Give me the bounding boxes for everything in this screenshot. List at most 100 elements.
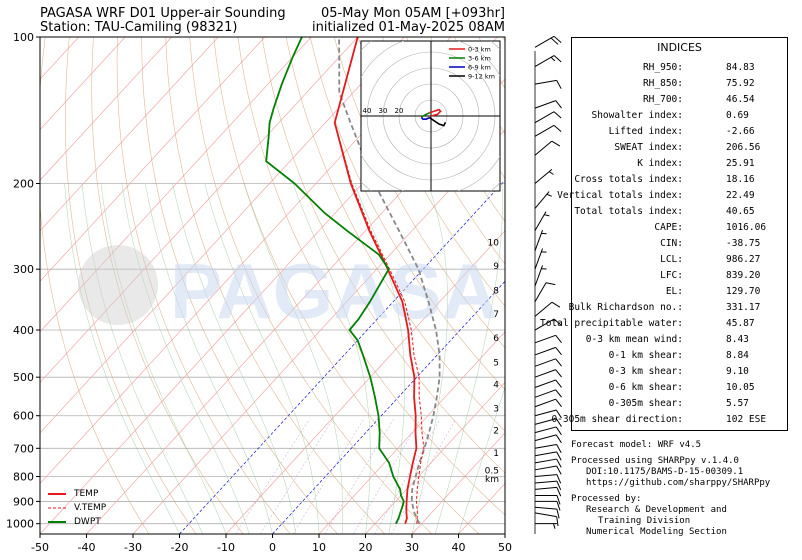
- dry-adiabat: [91, 37, 244, 534]
- legend-temp: TEMP: [48, 487, 106, 501]
- moist-adiabat: [435, 183, 503, 534]
- index-label: 0-305m shear direction:: [551, 414, 683, 425]
- processed-by: Processed by:: [571, 494, 642, 504]
- barb-flag: [553, 318, 562, 326]
- wind-barb: [534, 229, 547, 251]
- height-label: 7: [493, 310, 499, 320]
- indices-title: INDICES: [657, 41, 702, 54]
- wind-barb: [535, 523, 557, 529]
- index-value: 839.20: [726, 270, 761, 281]
- wind-barb: [534, 451, 562, 461]
- index-value: 18.16: [726, 174, 755, 185]
- moist-adiabat: [243, 183, 343, 534]
- hodo-legend-label: 0-3 km: [468, 46, 491, 54]
- barb-flag: [556, 444, 562, 454]
- barb-shaft: [534, 55, 555, 67]
- isotherm: [40, 37, 405, 434]
- barb-half-flag: [553, 523, 556, 529]
- barb-shaft: [534, 79, 557, 85]
- index-value: 8.43: [726, 334, 749, 345]
- barb-flag: [555, 389, 562, 398]
- barb-flag: [551, 140, 561, 147]
- index-label: 0-305m shear:: [608, 398, 683, 409]
- legend-vtemp-label: V.TEMP: [74, 503, 107, 513]
- isotherm: [40, 37, 126, 131]
- wind-barb: [534, 443, 562, 454]
- height-label: 3: [493, 404, 499, 414]
- barb-flag: [555, 398, 562, 407]
- dry-adiabat: [213, 37, 480, 534]
- barb-flag: [556, 509, 560, 519]
- index-value: 40.65: [726, 206, 755, 217]
- index-row: 0-1 km shear: 8.84: [572, 350, 787, 364]
- moist-adiabat: [354, 183, 405, 534]
- wind-barb: [534, 358, 562, 367]
- hodo-legend-label: 9-12 km: [468, 73, 495, 81]
- barb-half-flag: [546, 193, 552, 197]
- barb-flag: [555, 100, 562, 109]
- wind-barb: [535, 494, 561, 505]
- hodo-ring-label: 40: [363, 107, 372, 115]
- x-tick-label: 40: [452, 541, 466, 554]
- dry-adiabat: [382, 37, 505, 265]
- barb-flag: [555, 379, 562, 388]
- y-tick-label: 700: [13, 442, 34, 455]
- barb-half-flag: [550, 56, 556, 62]
- height-label: 1: [493, 449, 499, 459]
- x-tick-label: 20: [359, 541, 373, 554]
- index-value: 5.57: [726, 398, 749, 409]
- hodo-legend-label: 6-9 km: [468, 64, 491, 72]
- index-label: Vertical totals index:: [557, 190, 683, 201]
- barb-shaft: [534, 211, 547, 231]
- mixing-ratio-line: [353, 419, 421, 534]
- index-row: 0-3 km shear: 9.10: [572, 366, 787, 380]
- barb-flag: [556, 480, 562, 491]
- isotherm: [40, 37, 312, 333]
- barb-shaft: [534, 480, 557, 484]
- wind-barb: [534, 465, 562, 475]
- index-row: LFC: 839.20: [572, 270, 787, 284]
- isotherm: [40, 37, 358, 383]
- wind-barb: [534, 506, 560, 519]
- chart-title: PAGASA WRF D01 Upper-air Sounding: [40, 6, 286, 21]
- wind-barb: [534, 389, 562, 398]
- index-label: Showalter index:: [591, 110, 683, 121]
- height-label: 6: [493, 334, 499, 344]
- isotherm: [365, 381, 505, 534]
- barb-shaft: [534, 389, 556, 398]
- wind-barb: [534, 168, 554, 184]
- wind-barb: [534, 474, 562, 484]
- moist-adiabat: [411, 183, 448, 534]
- wind-barb: [534, 434, 562, 444]
- barb-flag: [556, 80, 562, 89]
- barb-shaft: [534, 318, 555, 331]
- barb-flag: [555, 434, 562, 444]
- dry-adiabat: [40, 37, 150, 534]
- mixing-ratio-line: [391, 419, 457, 534]
- wind-barb: [534, 334, 562, 344]
- height-label: 10: [488, 238, 500, 248]
- barb-flag: [555, 358, 562, 367]
- index-row: Vertical totals index: 22.49: [557, 190, 787, 204]
- isotherm: [132, 129, 505, 534]
- barb-shaft: [534, 506, 557, 510]
- watermark-logo: [78, 245, 158, 325]
- barb-shaft: [534, 512, 557, 518]
- barb-shaft: [534, 465, 557, 471]
- temperature-line: [333, 37, 418, 524]
- index-row: CIN: -38.75: [572, 238, 787, 252]
- index-value: 102 ESE: [726, 414, 767, 425]
- barb-shaft: [534, 434, 557, 442]
- barb-flag: [553, 124, 562, 133]
- index-value: -38.75: [726, 238, 761, 249]
- dry-adiabat: [116, 37, 291, 534]
- org-line-1: Research & Development and: [586, 505, 727, 515]
- station-label: Station: TAU-Camiling (98321): [40, 20, 238, 35]
- index-label: Lifted index:: [608, 126, 683, 137]
- index-label: Total totals index:: [574, 206, 683, 217]
- barb-shaft: [534, 418, 557, 425]
- index-label: CAPE:: [654, 222, 683, 233]
- valid-time: 05-May Mon 05AM [+093hr]: [321, 6, 505, 21]
- wind-barb: [534, 486, 562, 497]
- isotherm: [40, 37, 219, 232]
